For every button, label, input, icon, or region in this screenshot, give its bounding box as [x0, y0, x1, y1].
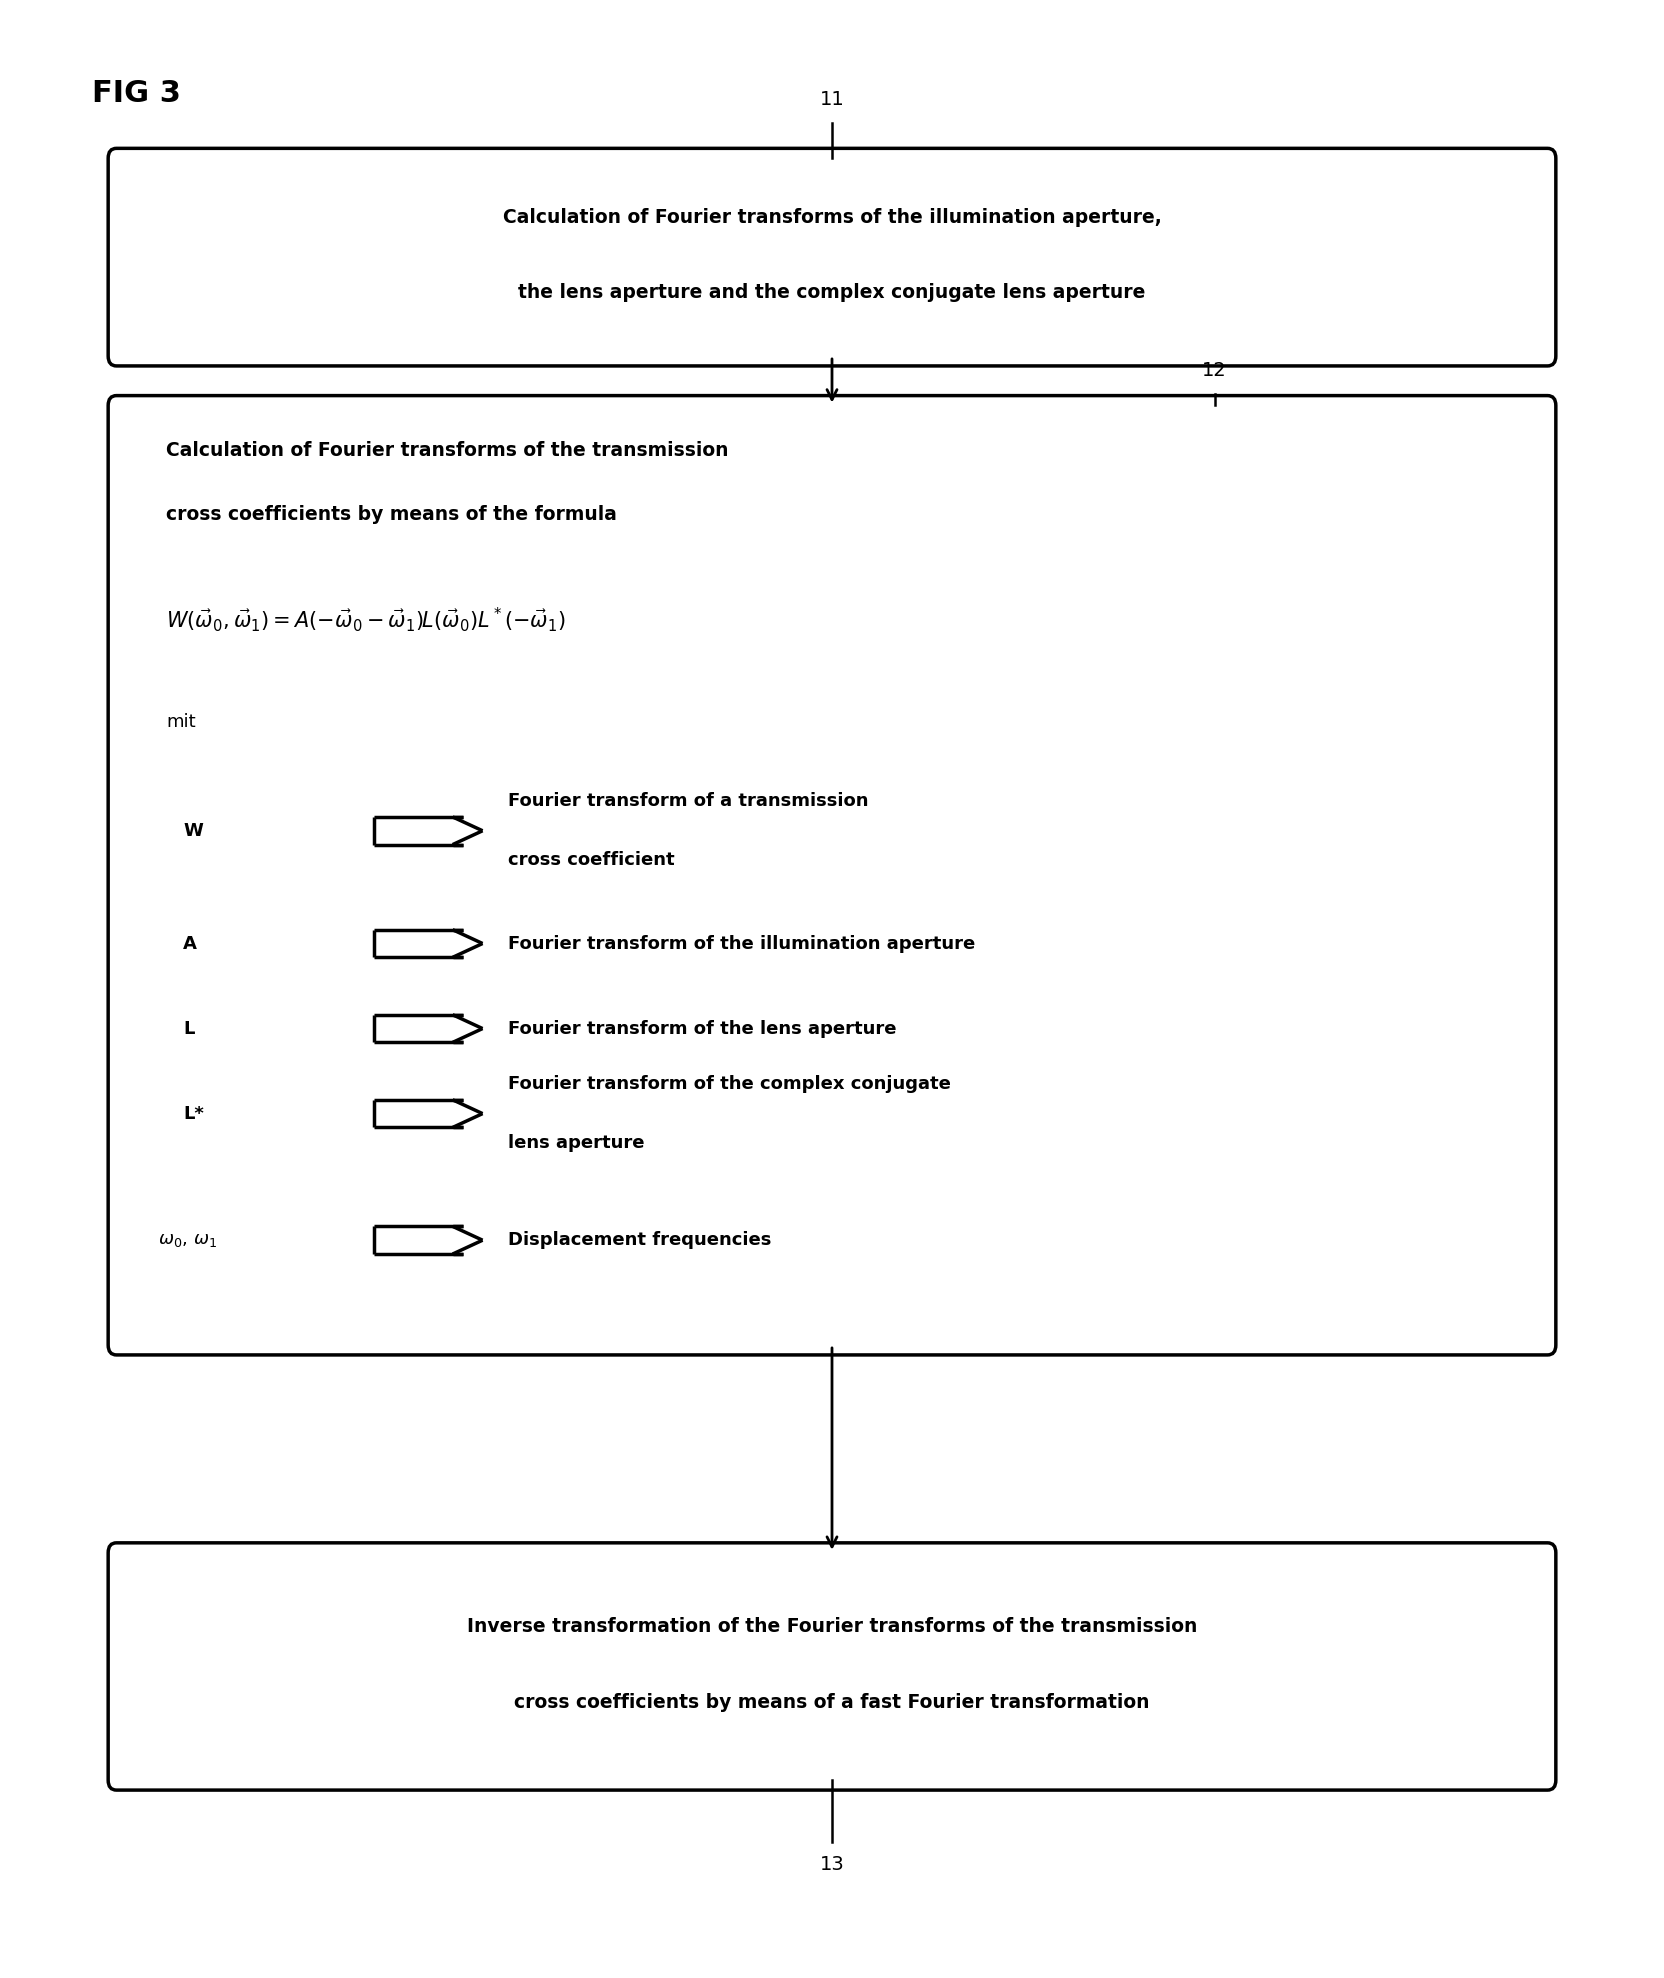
- Text: cross coefficients by means of a fast Fourier transformation: cross coefficients by means of a fast Fo…: [514, 1693, 1150, 1711]
- Text: Fourier transform of the complex conjugate: Fourier transform of the complex conjuga…: [508, 1074, 950, 1094]
- FancyBboxPatch shape: [108, 396, 1556, 1355]
- Text: Calculation of Fourier transforms of the illumination aperture,: Calculation of Fourier transforms of the…: [503, 208, 1161, 227]
- Text: Fourier transform of the illumination aperture: Fourier transform of the illumination ap…: [508, 934, 975, 953]
- Text: Calculation of Fourier transforms of the transmission: Calculation of Fourier transforms of the…: [166, 441, 729, 461]
- Text: FIG 3: FIG 3: [92, 79, 180, 109]
- Text: L: L: [183, 1019, 195, 1038]
- Text: Displacement frequencies: Displacement frequencies: [508, 1230, 770, 1250]
- Text: $\omega_0,\,\omega_1$: $\omega_0,\,\omega_1$: [158, 1230, 218, 1250]
- Text: A: A: [183, 934, 196, 953]
- Text: 12: 12: [1203, 360, 1226, 380]
- Text: the lens aperture and the complex conjugate lens aperture: the lens aperture and the complex conjug…: [518, 283, 1146, 303]
- Text: Fourier transform of the lens aperture: Fourier transform of the lens aperture: [508, 1019, 895, 1038]
- Text: 13: 13: [820, 1855, 844, 1875]
- Text: W: W: [183, 821, 203, 841]
- Text: cross coefficients by means of the formula: cross coefficients by means of the formu…: [166, 504, 617, 524]
- Text: 11: 11: [820, 89, 844, 109]
- FancyBboxPatch shape: [108, 148, 1556, 366]
- Text: $W(\vec{\omega}_0,\vec{\omega}_1)=A(-\vec{\omega}_0-\vec{\omega}_1)L(\vec{\omega: $W(\vec{\omega}_0,\vec{\omega}_1)=A(-\ve…: [166, 605, 566, 633]
- Text: L*: L*: [183, 1104, 205, 1124]
- Text: Fourier transform of a transmission: Fourier transform of a transmission: [508, 791, 869, 811]
- Text: mit: mit: [166, 712, 196, 732]
- Text: lens aperture: lens aperture: [508, 1133, 644, 1153]
- Text: cross coefficient: cross coefficient: [508, 851, 674, 870]
- Text: Inverse transformation of the Fourier transforms of the transmission: Inverse transformation of the Fourier tr…: [468, 1618, 1196, 1636]
- FancyBboxPatch shape: [108, 1543, 1556, 1790]
